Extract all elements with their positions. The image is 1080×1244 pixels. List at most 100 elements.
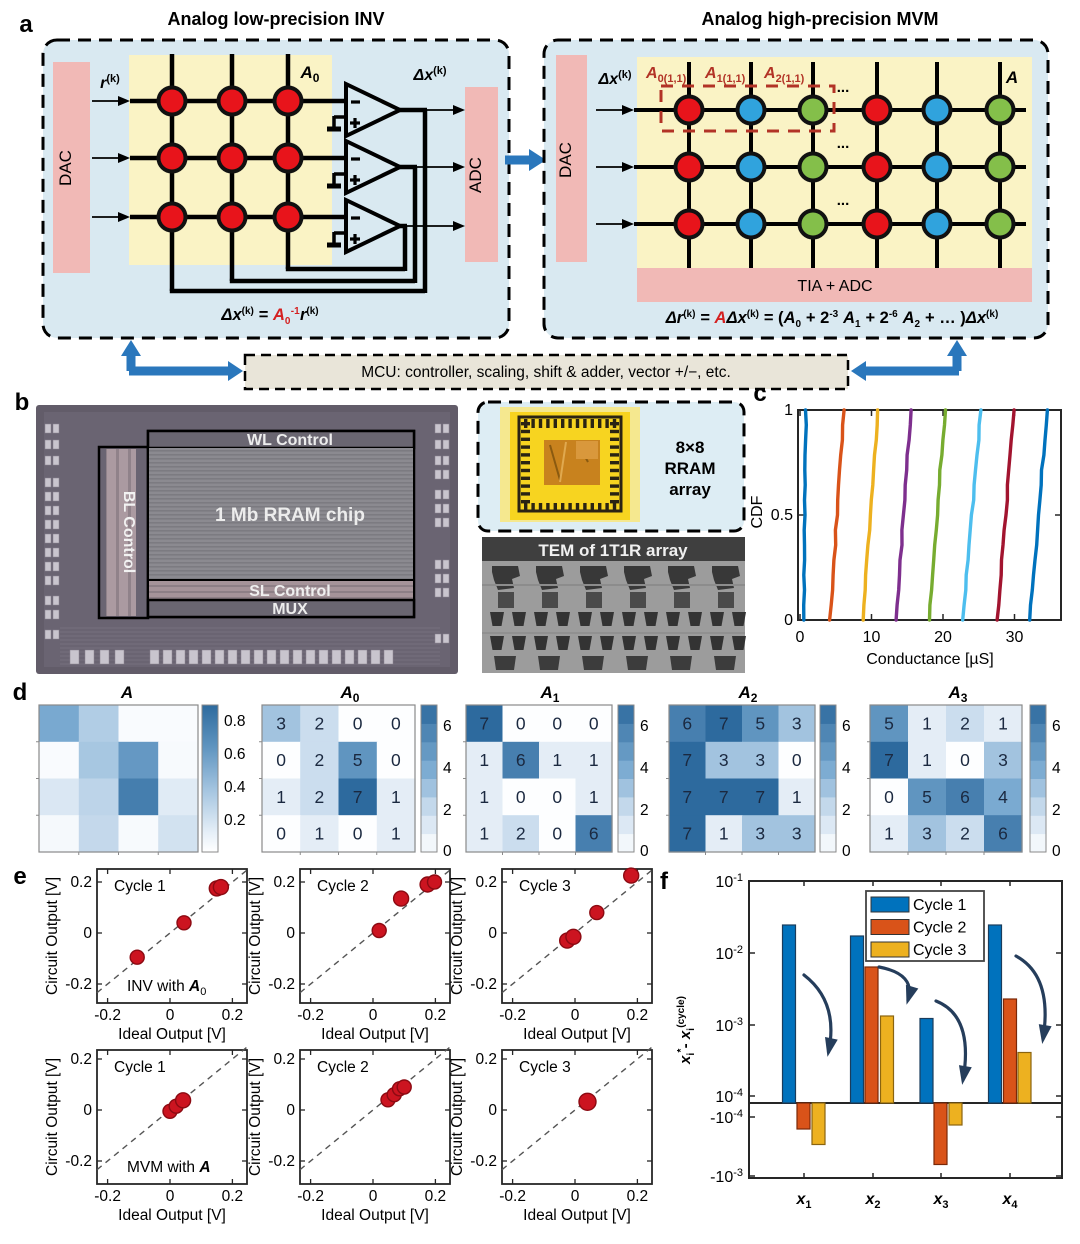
svg-text:0: 0 <box>784 612 793 629</box>
svg-text:0.2: 0.2 <box>70 874 92 891</box>
svg-text:0: 0 <box>276 824 286 844</box>
svg-text:Cycle 2: Cycle 2 <box>317 1059 369 1076</box>
svg-text:4: 4 <box>640 760 649 777</box>
svg-text:1: 1 <box>315 824 325 844</box>
svg-text:1: 1 <box>998 713 1008 733</box>
svg-text:A1(1,1): A1(1,1) <box>704 65 746 85</box>
svg-text:1: 1 <box>479 824 489 844</box>
svg-text:Cycle 1: Cycle 1 <box>114 1059 166 1076</box>
svg-text:Ideal Output [V]: Ideal Output [V] <box>523 1026 631 1043</box>
svg-text:-0.2: -0.2 <box>268 976 295 993</box>
svg-text:10: 10 <box>863 629 881 646</box>
svg-text:0: 0 <box>286 1102 295 1119</box>
svg-text:Circuit Output [V]: Circuit Output [V] <box>247 1058 264 1176</box>
svg-text:0: 0 <box>391 713 401 733</box>
svg-text:Δx(k): Δx(k) <box>597 69 631 88</box>
svg-text:0.4: 0.4 <box>224 779 246 796</box>
svg-text:a: a <box>19 11 33 38</box>
svg-text:5: 5 <box>353 750 363 770</box>
svg-text:30: 30 <box>1006 629 1024 646</box>
svg-text:A0: A0 <box>340 683 360 705</box>
svg-text:0.2: 0.2 <box>70 1051 92 1068</box>
svg-text:0.2: 0.2 <box>425 1188 447 1205</box>
svg-text:f: f <box>660 868 669 895</box>
svg-text:A2(1,1): A2(1,1) <box>763 65 805 85</box>
svg-text:1: 1 <box>552 750 562 770</box>
svg-text:1 Mb RRAM chip: 1 Mb RRAM chip <box>215 505 365 526</box>
svg-text:DAC: DAC <box>56 150 75 186</box>
svg-text:ADC: ADC <box>466 157 485 193</box>
svg-text:-0.2: -0.2 <box>499 1007 526 1024</box>
svg-text:...: ... <box>837 135 850 152</box>
svg-text:A: A <box>120 683 133 702</box>
svg-text:2: 2 <box>842 802 851 819</box>
svg-text:3: 3 <box>755 750 765 770</box>
svg-text:-0.2: -0.2 <box>65 1153 92 1170</box>
svg-text:7: 7 <box>479 713 489 733</box>
svg-text:SL Control: SL Control <box>249 583 330 600</box>
svg-text:...: ... <box>837 79 850 96</box>
svg-text:2: 2 <box>960 824 970 844</box>
svg-text:Circuit Output [V]: Circuit Output [V] <box>44 1058 61 1176</box>
svg-text:-0.2: -0.2 <box>470 976 497 993</box>
svg-text:1: 1 <box>391 824 401 844</box>
svg-text:BL Control: BL Control <box>120 491 137 573</box>
svg-text:7: 7 <box>353 787 363 807</box>
svg-text:TEM of 1T1R array: TEM of 1T1R array <box>538 541 688 560</box>
svg-text:Circuit Output [V]: Circuit Output [V] <box>449 1058 466 1176</box>
svg-text:5: 5 <box>755 713 765 733</box>
svg-text:0: 0 <box>286 925 295 942</box>
svg-text:0: 0 <box>488 1102 497 1119</box>
svg-text:INV with A0: INV with A0 <box>127 978 206 998</box>
svg-text:0: 0 <box>589 713 599 733</box>
svg-text:0: 0 <box>83 1102 92 1119</box>
svg-text:6: 6 <box>1052 718 1061 735</box>
svg-text:6: 6 <box>682 713 692 733</box>
svg-text:x4: x4 <box>1001 1191 1018 1211</box>
svg-text:RRAM: RRAM <box>665 459 716 478</box>
svg-text:0: 0 <box>516 713 526 733</box>
svg-text:2: 2 <box>960 713 970 733</box>
svg-text:7: 7 <box>719 713 729 733</box>
svg-text:1: 1 <box>391 787 401 807</box>
svg-text:0: 0 <box>792 750 802 770</box>
svg-text:Cycle 1: Cycle 1 <box>913 897 966 914</box>
svg-text:Circuit Output [V]: Circuit Output [V] <box>44 877 61 995</box>
svg-text:-0.2: -0.2 <box>94 1007 121 1024</box>
svg-text:DAC: DAC <box>556 142 575 178</box>
svg-text:0: 0 <box>353 713 363 733</box>
svg-text:3: 3 <box>922 824 932 844</box>
svg-text:-0.2: -0.2 <box>65 976 92 993</box>
svg-text:1: 1 <box>479 750 489 770</box>
svg-text:e: e <box>13 863 26 890</box>
svg-text:1: 1 <box>922 713 932 733</box>
svg-text:A1: A1 <box>540 683 560 705</box>
svg-text:Analog low-precision INV: Analog low-precision INV <box>167 9 384 29</box>
svg-text:0.5: 0.5 <box>771 507 793 524</box>
svg-text:0: 0 <box>960 750 970 770</box>
svg-text:CDF: CDF <box>749 495 766 528</box>
svg-text:3: 3 <box>719 750 729 770</box>
svg-text:0: 0 <box>166 1007 175 1024</box>
svg-text:-0.2: -0.2 <box>297 1188 324 1205</box>
svg-text:0.2: 0.2 <box>222 1188 244 1205</box>
svg-text:2: 2 <box>1052 802 1061 819</box>
svg-text:3: 3 <box>792 713 802 733</box>
svg-text:2: 2 <box>516 824 526 844</box>
svg-text:0: 0 <box>369 1007 378 1024</box>
svg-text:3: 3 <box>792 824 802 844</box>
svg-text:WL Control: WL Control <box>247 432 333 449</box>
svg-text:0: 0 <box>571 1188 580 1205</box>
svg-text:3: 3 <box>276 713 286 733</box>
svg-text:0: 0 <box>842 843 851 860</box>
svg-text:Analog high-precision MVM: Analog high-precision MVM <box>702 9 939 29</box>
svg-text:2: 2 <box>640 802 649 819</box>
svg-text:0: 0 <box>166 1188 175 1205</box>
svg-text:0: 0 <box>369 1188 378 1205</box>
svg-text:1: 1 <box>276 787 286 807</box>
svg-text:Ideal Output [V]: Ideal Output [V] <box>118 1026 226 1043</box>
svg-text:6: 6 <box>842 718 851 735</box>
svg-text:-0.2: -0.2 <box>268 1153 295 1170</box>
svg-text:0.2: 0.2 <box>475 874 497 891</box>
svg-text:1: 1 <box>922 750 932 770</box>
